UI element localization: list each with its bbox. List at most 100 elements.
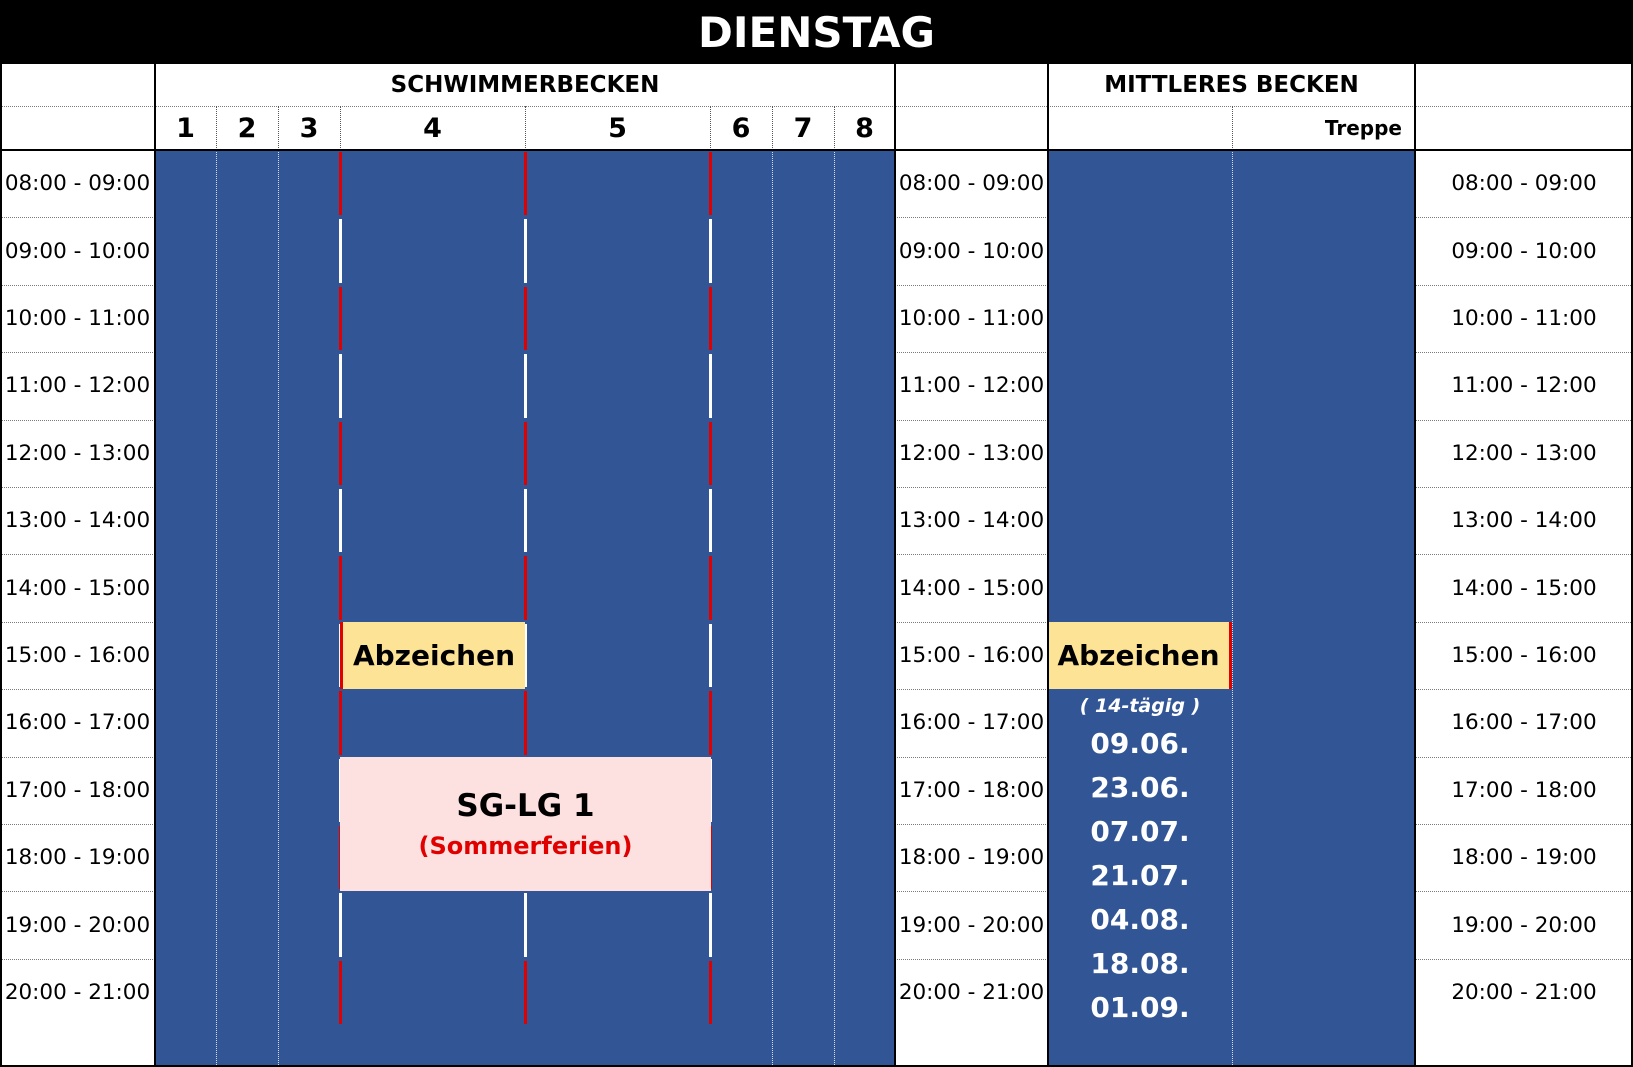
lane-rope-segment [709,286,712,351]
lane-number-2: 2 [237,112,257,144]
lane-header-divider [278,106,279,150]
lane-rope-segment [709,893,712,957]
lane-rope-segment [709,152,712,216]
row-divider [0,621,155,623]
row-divider [895,891,1048,893]
lane-number-8: 8 [855,112,874,144]
abzeichen-schwimmerbecken[interactable]: Abzeichen [340,621,525,690]
time-label-middle: 17:00 - 18:00 [898,777,1045,803]
mittleres-lane-line [1232,150,1233,1067]
abzeichen-date: 18.08. [1090,947,1190,980]
lane-rope-segment [709,489,712,553]
lane-rope-segment [524,219,527,283]
time-label-right: 10:00 - 11:00 [1451,305,1597,331]
sglg-training-block[interactable]: SG-LG 1 (Sommerferien) [340,756,711,892]
row-divider [1415,621,1633,623]
lane-rope-segment [709,219,712,283]
row-divider [1415,554,1633,556]
lane-rope-segment [339,893,342,957]
time-label-right: 16:00 - 17:00 [1451,710,1597,736]
lane-rope-segment [524,556,527,620]
lane-line [216,150,217,1067]
lane-rope-segment [709,556,712,620]
lane-rope-segment [339,489,342,553]
time-label-left: 19:00 - 20:00 [4,912,151,938]
page-title: DIENSTAG [0,0,1633,64]
row-divider [1415,284,1633,286]
row-divider [1415,419,1633,421]
row-divider [0,891,155,893]
time-label-left: 08:00 - 09:00 [4,171,151,197]
time-label-left: 09:00 - 10:00 [4,238,151,264]
row-divider [0,554,155,556]
time-label-right: 11:00 - 12:00 [1451,373,1597,399]
time-label-right: 17:00 - 18:00 [1451,777,1597,803]
lane-rope-segment [524,152,527,216]
time-label-middle: 14:00 - 15:00 [898,575,1045,601]
lane-header-divider [834,106,835,150]
time-label-middle: 12:00 - 13:00 [898,440,1045,466]
time-label-left: 11:00 - 12:00 [4,373,151,399]
lane-number-6: 6 [731,112,751,144]
lane-rope-segment [524,893,527,957]
lane-number-1: 1 [176,112,195,144]
time-label-left: 10:00 - 11:00 [4,305,151,331]
lane-rope-segment [339,152,342,216]
abzeichen-date: 09.06. [1090,727,1190,760]
section-border [894,64,896,1067]
time-label-left: 13:00 - 14:00 [4,508,151,534]
row-divider [0,284,155,286]
time-label-middle: 13:00 - 14:00 [898,508,1045,534]
row-divider [895,554,1048,556]
lane-rope-segment [709,421,712,485]
time-label-right: 09:00 - 10:00 [1451,238,1597,264]
time-label-left: 14:00 - 15:00 [4,575,151,601]
lane-header-divider [710,106,711,150]
lane-header-divider [525,106,526,150]
lane-number-4: 4 [423,112,442,144]
time-label-middle: 18:00 - 19:00 [898,845,1045,871]
row-divider [0,352,155,354]
lane-rope-segment [709,354,712,418]
section-border [154,64,156,1067]
lane-header-divider [340,106,341,150]
row-divider [0,756,155,758]
lane-rope-segment [339,960,342,1025]
schwimmerbecken-title: SCHWIMMERBECKEN [390,72,660,98]
lane-rope-segment [339,691,342,755]
time-label-middle: 10:00 - 11:00 [898,305,1045,331]
lane-line [772,150,773,1067]
lane-header-divider [772,106,773,150]
time-label-left: 16:00 - 17:00 [4,710,151,736]
time-label-left: 20:00 - 21:00 [4,979,151,1005]
time-label-right: 19:00 - 20:00 [1451,912,1597,938]
lane-rope-segment [524,623,527,688]
row-divider [0,824,155,825]
mittleres-header-divider [1232,106,1233,150]
lane-rope-segment [524,354,527,418]
lane-rope-segment [339,354,342,418]
time-label-left: 15:00 - 16:00 [4,642,151,668]
section-border [1414,64,1416,1067]
time-label-middle: 19:00 - 20:00 [898,912,1045,938]
row-divider [1415,824,1633,825]
time-label-right: 08:00 - 09:00 [1451,171,1597,197]
row-divider [0,217,155,219]
lane-rope-segment [339,421,342,485]
time-label-right: 13:00 - 14:00 [1451,508,1597,534]
time-label-right: 15:00 - 16:00 [1451,642,1597,668]
time-label-left: 17:00 - 18:00 [4,777,151,803]
abzeichen-dates-list: ( 14-tägig ) 09.06. 23.06. 07.07. 21.07. 04.0… [1048,690,1232,1040]
lane-number-5: 5 [608,112,627,144]
row-divider [895,689,1048,691]
row-divider [0,419,155,421]
abzeichen-mittleres-becken[interactable]: Abzeichen [1048,621,1232,690]
time-label-left: 12:00 - 13:00 [4,440,151,466]
row-divider [895,621,1048,623]
time-label-left: 18:00 - 19:00 [4,845,151,871]
lane-rope-segment [709,960,712,1025]
header-bottom-border [0,149,1633,151]
lane-rope-segment [524,960,527,1025]
time-label-middle: 11:00 - 12:00 [898,373,1045,399]
lane-number-3: 3 [299,112,319,144]
